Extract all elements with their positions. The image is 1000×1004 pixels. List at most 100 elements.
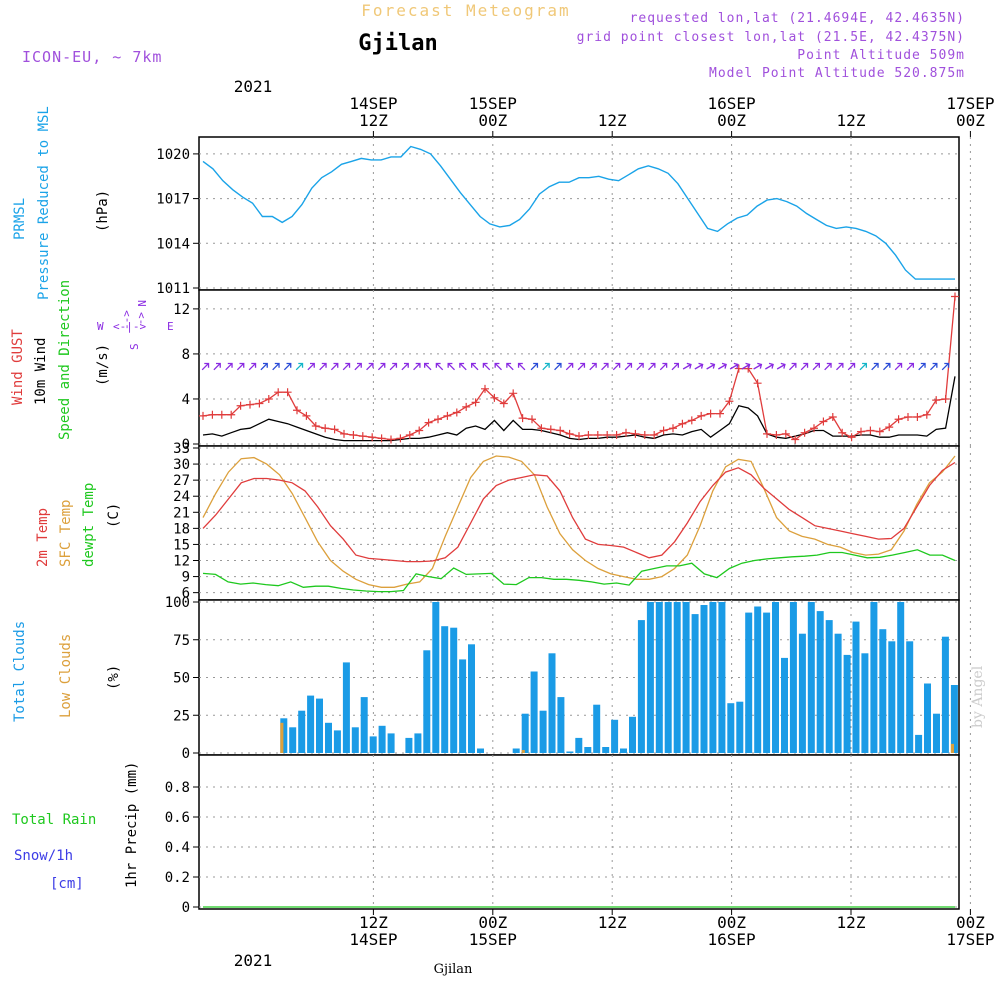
y-tick-label: 0 — [182, 900, 190, 916]
total-cloud-bar — [798, 633, 806, 753]
wind-arrow-shape — [812, 362, 820, 371]
total-cloud-bar — [342, 662, 350, 753]
total-cloud-bar — [459, 659, 467, 753]
gust-marker — [246, 400, 254, 409]
gust-marker — [885, 423, 894, 432]
wind-arrow — [272, 362, 280, 371]
wind-arrow-shape — [530, 362, 539, 371]
gust-marker — [208, 410, 217, 419]
top-time-label: 00Z — [956, 111, 985, 130]
y-tick-label: 1017 — [156, 192, 190, 208]
wind-arrow-shape — [659, 362, 668, 371]
total-cloud-bar — [298, 710, 306, 753]
gust-marker — [847, 433, 856, 442]
wind-arrow-shape — [824, 362, 832, 371]
wind-arrow — [624, 362, 633, 371]
gust-marker — [669, 424, 677, 433]
total-cloud-bar — [673, 602, 681, 753]
wind-arrow-shape — [836, 362, 844, 371]
wind-arrow-shape — [401, 362, 409, 371]
total-cloud-bar — [477, 748, 484, 753]
wind-arrow-shape — [577, 362, 586, 371]
total-cloud-bar — [879, 629, 887, 753]
gust-marker — [434, 415, 442, 424]
low-clouds-label: Low Clouds — [58, 634, 74, 718]
bottom-time-label: 00Z — [956, 913, 985, 932]
total-cloud-bar — [387, 733, 395, 753]
y-tick-label: 33 — [173, 441, 190, 457]
wind-arrow-shape — [918, 362, 926, 371]
total-cloud-bar — [915, 734, 923, 753]
total-cloud-bar — [512, 748, 520, 753]
top-time-label: 14SEP — [349, 94, 397, 113]
total-cloud-bar — [441, 626, 449, 753]
wind-arrow — [248, 362, 257, 371]
gust-marker — [593, 430, 602, 439]
total-cloud-bar — [602, 747, 610, 753]
top-title: Forecast Meteogram — [361, 1, 570, 20]
wind-arrow-shape — [201, 362, 210, 371]
total-cloud-bar — [423, 650, 431, 753]
gust-marker — [481, 384, 489, 393]
gust-marker — [330, 425, 339, 434]
gust-marker — [575, 432, 583, 441]
wind-arrow-shape — [671, 362, 679, 371]
total-cloud-bar — [924, 683, 931, 753]
y-tick-label: 4 — [182, 392, 190, 408]
temp-dew-label: dewpt Temp — [81, 483, 97, 567]
y-tick-label: 1020 — [156, 147, 190, 163]
total-cloud-bar — [557, 697, 565, 753]
wind-arrow-shape — [894, 362, 903, 371]
wind-arrow-shape — [776, 362, 786, 370]
y-tick-label: 12 — [173, 554, 190, 570]
wind-arrow — [589, 362, 597, 371]
compass-e: E — [167, 320, 174, 333]
dewpoint-line — [202, 549, 956, 593]
gust-marker — [274, 388, 283, 397]
wind-arrow — [201, 362, 210, 371]
gust-marker — [443, 411, 452, 420]
compass-n: N — [135, 300, 148, 307]
snow-unit-label: [cm] — [50, 876, 84, 892]
wind-arrow — [682, 362, 692, 370]
wind-arrow-shape — [906, 362, 914, 371]
gust-marker — [311, 421, 320, 430]
wind-arrow-shape — [283, 362, 292, 371]
total-cloud-bar — [414, 733, 422, 753]
wind-arrow — [330, 362, 339, 371]
gust-marker — [725, 397, 734, 406]
wind-arrow — [554, 362, 562, 371]
total-cloud-bar — [754, 606, 762, 753]
total-cloud-bar — [888, 641, 896, 753]
gust-marker — [922, 410, 931, 419]
prmsl-unit-label: (hPa) — [95, 190, 111, 232]
low-cloud-bar — [280, 722, 284, 753]
total-cloud-bar — [763, 612, 771, 753]
gust-marker — [528, 415, 536, 424]
total-cloud-bar — [664, 602, 672, 753]
wind-arrow — [800, 362, 809, 371]
wind-dir-label: Speed and Direction — [57, 280, 73, 440]
total-cloud-bar — [727, 703, 735, 753]
top-time-label: 00Z — [717, 111, 746, 130]
y-tick-label: 0.8 — [165, 780, 190, 796]
wind-arrow-shape — [435, 362, 444, 371]
wind-arrow-shape — [847, 362, 856, 371]
top-time-label: 12Z — [598, 111, 627, 130]
gust-marker — [659, 426, 668, 435]
gust-marker — [358, 432, 367, 441]
temp-sfc-label: SFC Temp — [58, 500, 74, 567]
gust-marker — [904, 412, 912, 421]
wind-arrow — [213, 362, 221, 371]
total-cloud-bar — [941, 636, 949, 753]
prmsl-desc-label: Pressure Reduced to MSL — [36, 106, 52, 300]
wind-arrow-shape — [694, 362, 704, 370]
compass-arrow-up: <- — [135, 312, 148, 325]
total-cloud-bar — [280, 718, 288, 753]
bottom-time-label: 00Z — [478, 913, 507, 932]
wind-arrow-shape — [225, 362, 233, 371]
total-cloud-bar — [360, 697, 368, 753]
compass-s: S — [128, 343, 141, 350]
wind-arrow — [871, 362, 879, 371]
